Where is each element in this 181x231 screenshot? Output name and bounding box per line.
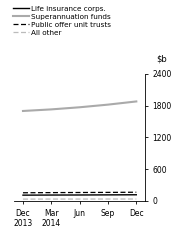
Public offer unit trusts (107, 191, 109, 194)
Public offer unit trusts (79, 191, 81, 194)
Life insurance corps. (135, 193, 137, 196)
Life insurance corps. (107, 194, 109, 196)
Line: Public offer unit trusts: Public offer unit trusts (23, 192, 136, 193)
Superannuation funds (22, 109, 24, 112)
Public offer unit trusts (22, 191, 24, 194)
All other (22, 198, 24, 201)
Superannuation funds (50, 108, 52, 111)
All other (135, 198, 137, 201)
Legend: Life insurance corps., Superannuation funds, Public offer unit trusts, All other: Life insurance corps., Superannuation fu… (13, 6, 111, 36)
All other (107, 198, 109, 201)
Superannuation funds (107, 103, 109, 106)
All other (50, 198, 52, 201)
Public offer unit trusts (135, 191, 137, 194)
All other (79, 198, 81, 201)
Life insurance corps. (79, 194, 81, 196)
Superannuation funds (135, 100, 137, 103)
Line: Superannuation funds: Superannuation funds (23, 101, 136, 111)
Life insurance corps. (22, 194, 24, 197)
Superannuation funds (79, 106, 81, 109)
Text: $b: $b (156, 55, 167, 64)
Life insurance corps. (50, 194, 52, 196)
Public offer unit trusts (50, 191, 52, 194)
